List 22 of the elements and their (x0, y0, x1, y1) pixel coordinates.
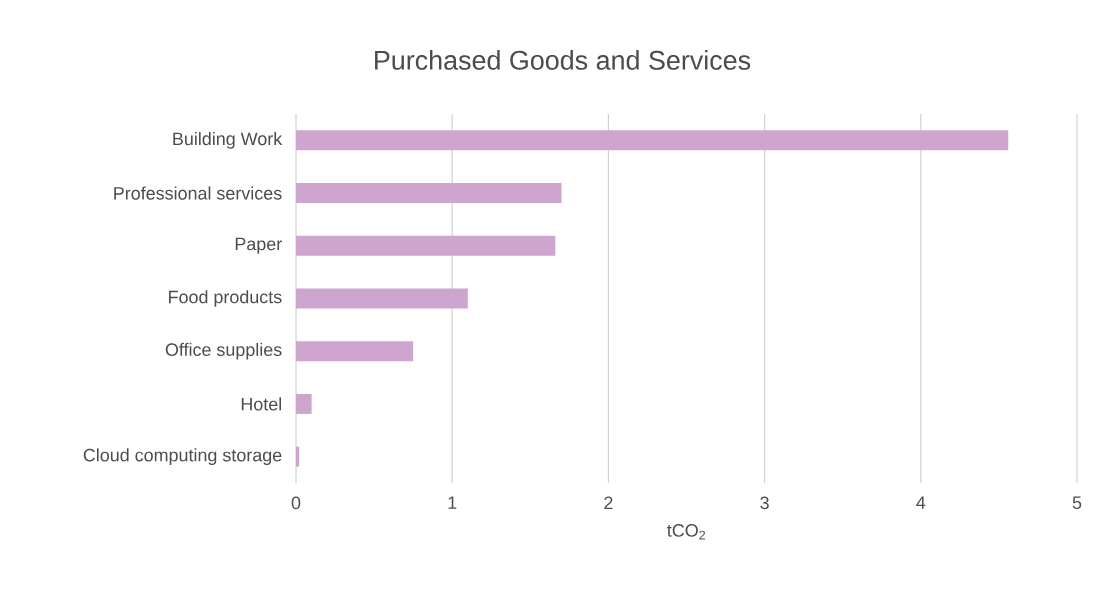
x-tick-label: 1 (448, 496, 457, 509)
x-axis-title: tCO$_{2}$ (667, 524, 706, 540)
y-tick-label: Paper (235, 237, 282, 254)
x-tick-label: 2 (604, 496, 613, 510)
bar (296, 288, 468, 309)
y-tick-label: Building Work (173, 132, 283, 149)
y-tick-label: Professional services (114, 186, 282, 200)
y-tick-label: Hotel (241, 397, 282, 411)
x-tick-label: 3 (760, 496, 769, 510)
bar (296, 183, 562, 204)
bar (296, 446, 300, 467)
y-tick-label: Office supplies (165, 342, 282, 360)
bar (296, 341, 414, 362)
y-tick-label: Cloud computing storage (83, 448, 282, 465)
bar (296, 130, 1009, 151)
chart-title: Purchased Goods and Services (375, 50, 751, 70)
bar (296, 393, 312, 414)
y-tick-label: Food products (169, 290, 282, 307)
bar (296, 235, 556, 256)
x-tick-label: 5 (1072, 496, 1082, 510)
x-tick-label: 0 (291, 496, 301, 510)
x-tick-label: 4 (916, 496, 926, 509)
